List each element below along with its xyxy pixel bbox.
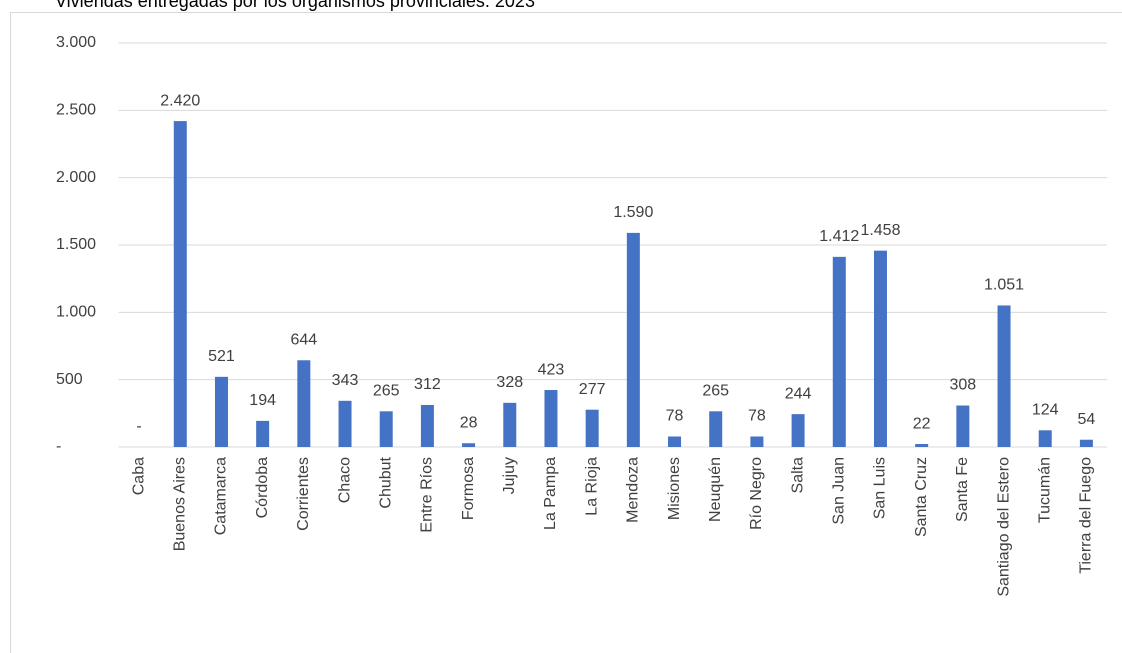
value-label: 78 (666, 408, 684, 425)
bar (997, 305, 1011, 447)
x-tick-label: Río Negro (748, 457, 765, 530)
value-label: 1.458 (860, 222, 900, 239)
value-label: 1.590 (613, 204, 653, 221)
value-label: 194 (249, 392, 276, 409)
value-label: 521 (208, 348, 235, 365)
x-tick-label: Santa Fe (954, 457, 971, 522)
x-tick-label: Salta (789, 457, 806, 494)
y-tick-label: 500 (56, 371, 83, 388)
bar (668, 436, 682, 447)
value-label: 308 (949, 377, 976, 394)
bar (173, 121, 187, 448)
x-tick-label: La Pampa (542, 457, 559, 530)
value-label: 28 (460, 414, 478, 431)
y-tick-label: 1.500 (56, 236, 96, 253)
value-label: 1.051 (984, 277, 1024, 294)
bar (585, 409, 599, 447)
x-tick-label: Santiago del Estero (995, 457, 1012, 597)
bar (503, 402, 517, 447)
y-tick-label: 1.000 (56, 304, 96, 321)
y-tick-label: - (56, 438, 61, 455)
bar (791, 414, 805, 447)
bar (873, 250, 887, 447)
value-label: 343 (332, 372, 359, 389)
value-label: 78 (748, 408, 766, 425)
value-label: 22 (913, 415, 931, 432)
bar (1079, 439, 1093, 447)
bar (956, 405, 970, 447)
bar (462, 443, 476, 447)
x-tick-label: Chubut (377, 456, 394, 508)
x-tick-label: Córdoba (254, 457, 271, 518)
y-tick-label: 2.500 (56, 102, 96, 119)
bar (832, 256, 846, 447)
y-tick-label: 2.000 (56, 169, 96, 186)
value-label: 265 (702, 383, 729, 400)
value-label: 644 (290, 331, 317, 348)
x-tick-label: Entre Ríos (419, 457, 436, 533)
value-label: 1.412 (819, 228, 859, 245)
value-label: - (136, 418, 141, 435)
x-tick-label: Tucumán (1036, 457, 1053, 523)
bar (709, 411, 723, 447)
value-label: 423 (538, 361, 565, 378)
value-label: 244 (785, 385, 812, 402)
bar (544, 390, 558, 447)
x-tick-label: Tierra del Fuego (1078, 457, 1095, 574)
value-label: 124 (1032, 402, 1059, 419)
x-tick-label: Jujuy (501, 457, 518, 494)
x-tick-label: Caba (130, 457, 147, 495)
bar (1038, 430, 1052, 447)
value-label: 54 (1078, 411, 1096, 428)
x-tick-label: La Rioja (583, 457, 600, 516)
bar (420, 404, 434, 447)
value-label: 265 (373, 383, 400, 400)
bar (750, 436, 764, 447)
x-tick-label: Buenos Aires (172, 457, 189, 551)
value-label: 328 (496, 374, 523, 391)
x-tick-label: Formosa (460, 457, 477, 520)
chart-title: Viviendas entregadas por los organismos … (55, 0, 535, 11)
x-tick-label: Corrientes (295, 457, 312, 531)
bar (214, 376, 228, 447)
bar (379, 411, 393, 447)
bar (626, 232, 640, 447)
x-tick-label: San Luis (872, 457, 889, 519)
chart-frame (10, 12, 1122, 653)
bar (338, 400, 352, 447)
bar (915, 444, 929, 447)
value-label: 277 (579, 381, 606, 398)
x-tick-label: Misiones (666, 457, 683, 520)
value-label: 312 (414, 376, 441, 393)
x-tick-label: Santa Cruz (913, 457, 930, 537)
x-tick-label: Catamarca (213, 457, 230, 535)
x-tick-label: Mendoza (625, 457, 642, 523)
x-tick-label: Neuquén (707, 457, 724, 522)
bar (297, 360, 311, 447)
x-tick-label: Chaco (336, 457, 353, 503)
x-tick-label: San Juan (831, 457, 848, 525)
bar (256, 420, 270, 447)
value-label: 2.420 (160, 92, 200, 109)
y-tick-label: 3.000 (56, 34, 96, 51)
